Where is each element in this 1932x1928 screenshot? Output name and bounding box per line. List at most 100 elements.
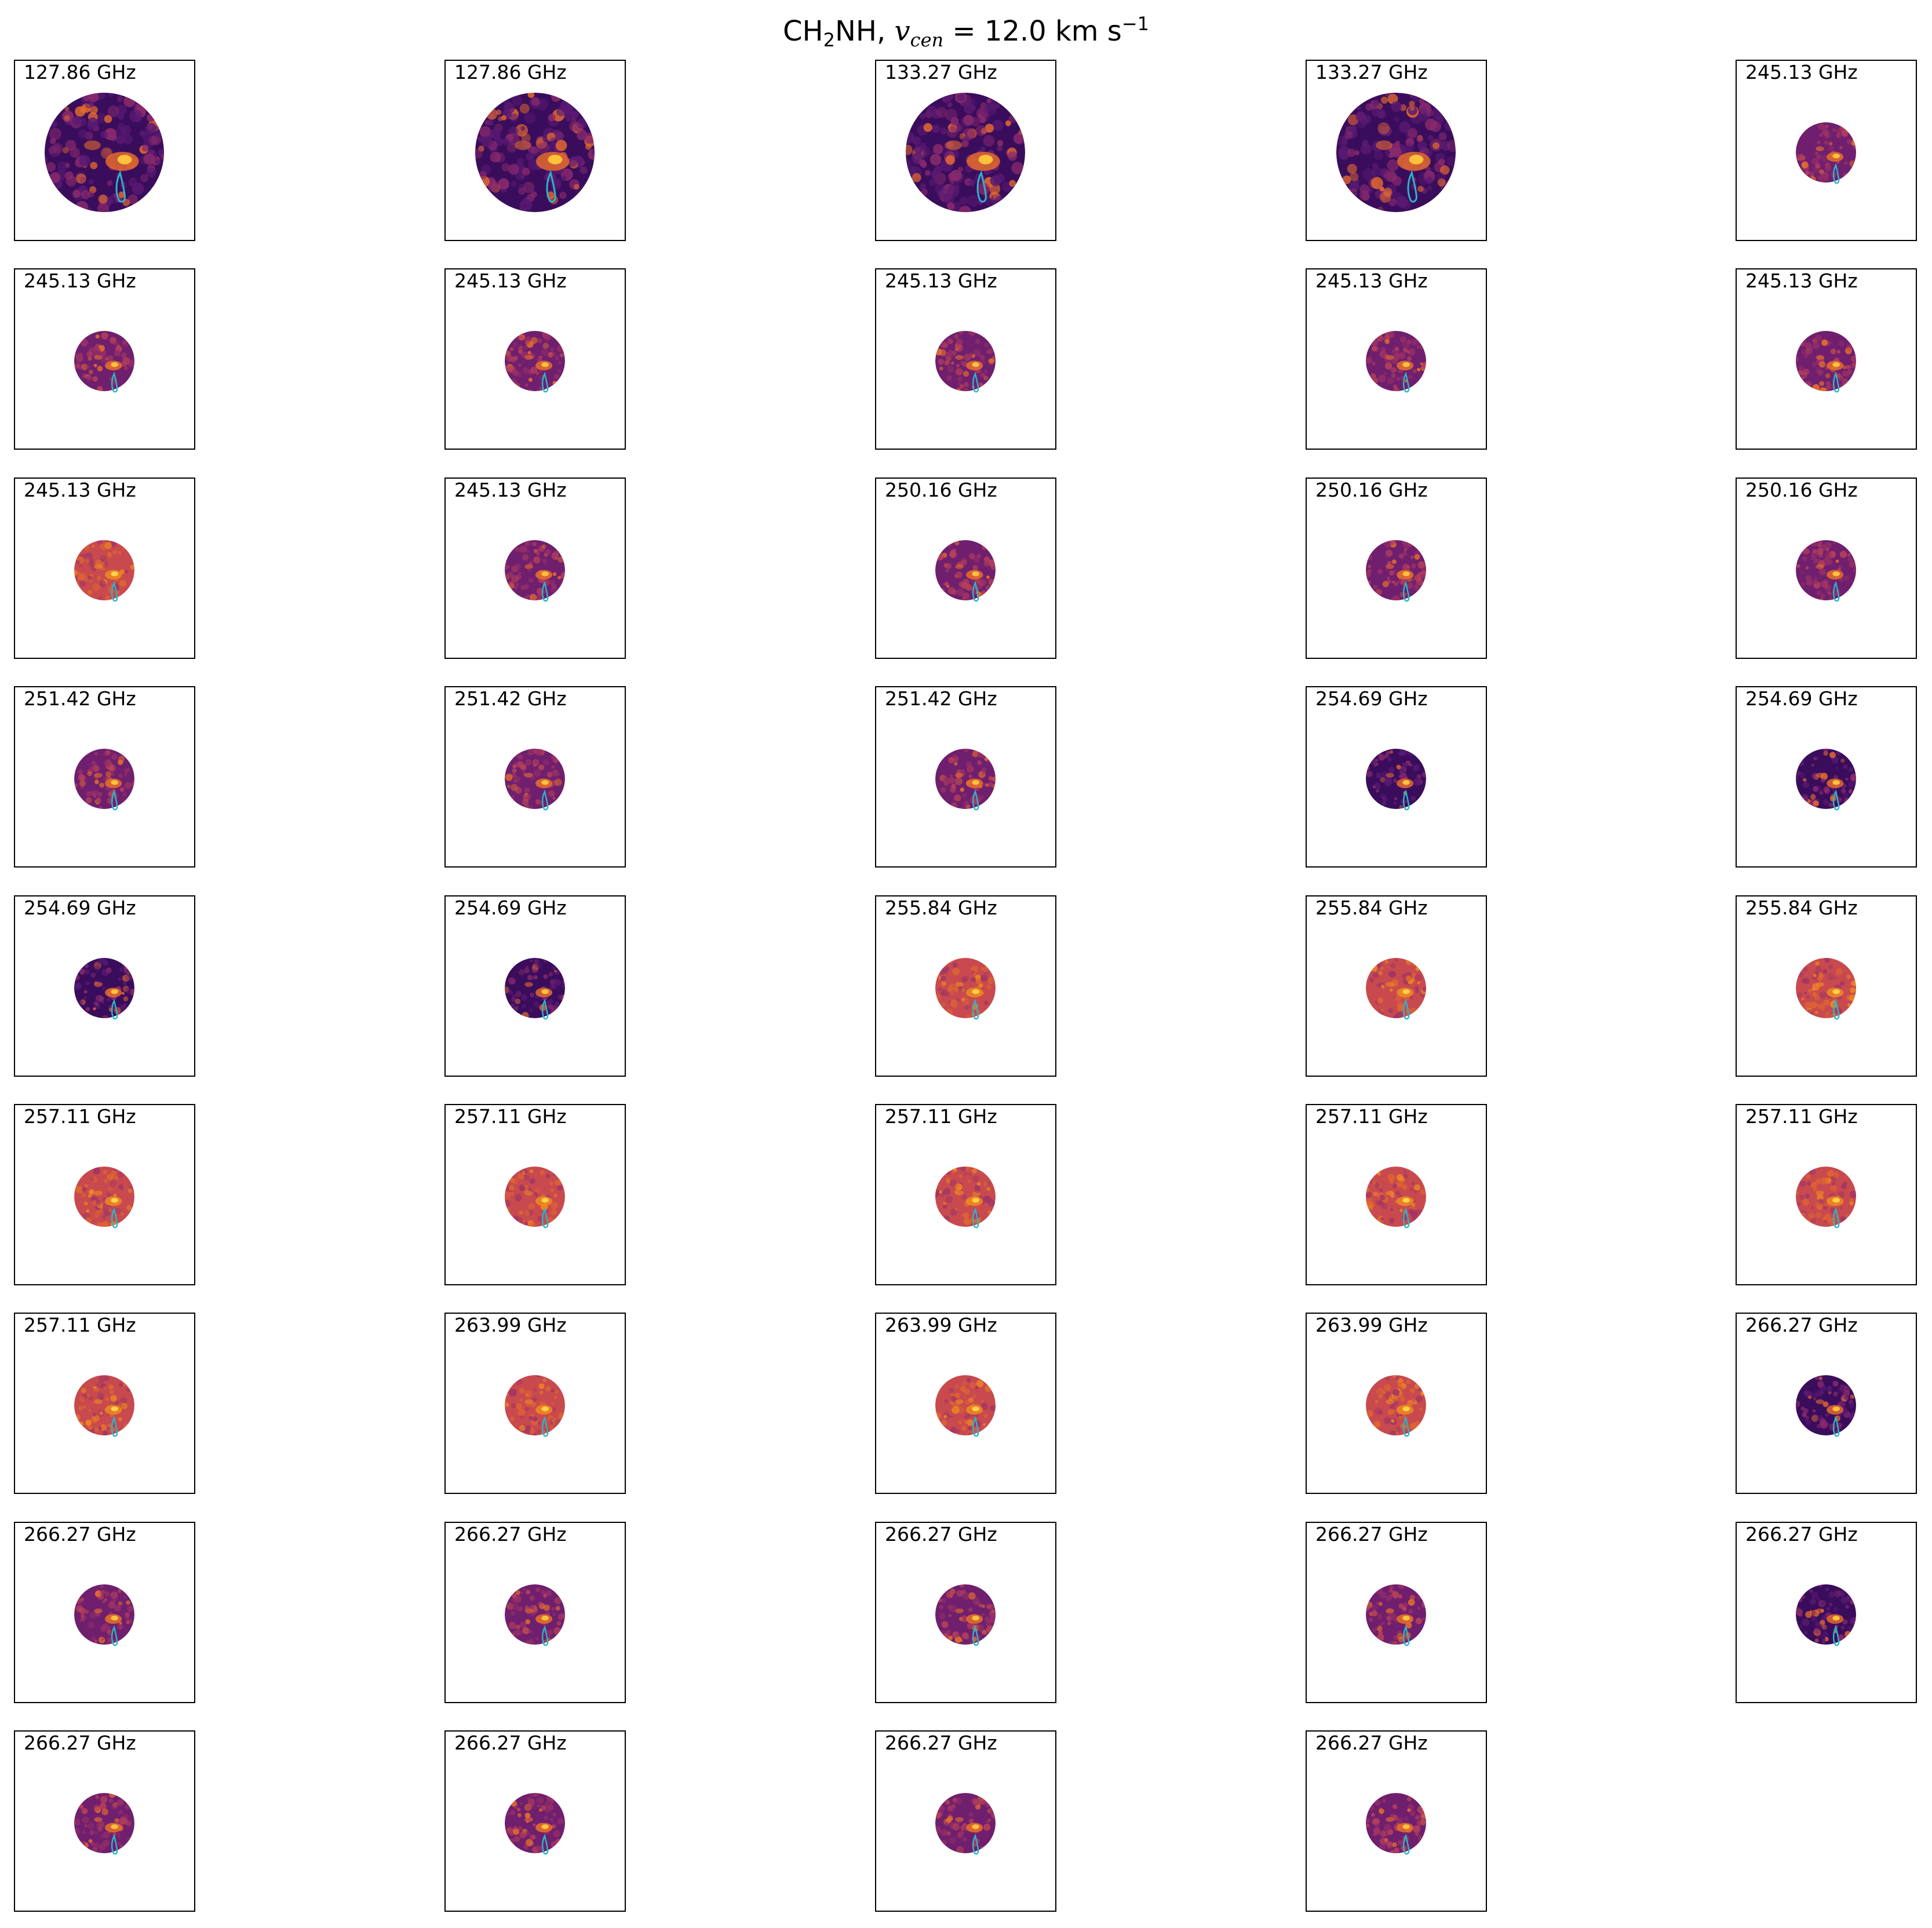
intensity-image bbox=[1336, 93, 1456, 212]
channel-panel: 245.13 GHz bbox=[14, 477, 195, 659]
intensity-image bbox=[935, 1375, 996, 1436]
title-velocity-subscript: cen bbox=[910, 29, 944, 51]
contour-line bbox=[972, 789, 979, 811]
emission-map bbox=[45, 93, 164, 212]
contour-line bbox=[1402, 1416, 1410, 1437]
frequency-label: 245.13 GHz bbox=[24, 269, 136, 293]
contour-line bbox=[111, 1416, 118, 1437]
intensity-image bbox=[1366, 1584, 1426, 1645]
frequency-label: 250.16 GHz bbox=[885, 478, 997, 501]
frequency-label: 254.69 GHz bbox=[1745, 687, 1858, 710]
intensity-image bbox=[505, 957, 565, 1018]
intensity-image bbox=[74, 1167, 134, 1227]
intensity-image bbox=[505, 1584, 565, 1645]
intensity-image bbox=[935, 749, 996, 810]
intensity-image bbox=[1796, 1584, 1856, 1645]
frequency-label: 266.27 GHz bbox=[885, 1732, 997, 1755]
frequency-label: 266.27 GHz bbox=[1315, 1522, 1428, 1546]
channel-panel: 245.13 GHz bbox=[1736, 268, 1917, 450]
channel-panel: 266.27 GHz bbox=[1736, 1313, 1917, 1495]
frequency-label: 127.86 GHz bbox=[454, 61, 567, 83]
intensity-image bbox=[74, 957, 134, 1018]
frequency-label: 133.27 GHz bbox=[1315, 61, 1428, 83]
emission-map bbox=[1366, 957, 1426, 1020]
frequency-label: 263.99 GHz bbox=[454, 1314, 567, 1337]
channel-panel: 254.69 GHz bbox=[1306, 686, 1487, 868]
contour-line bbox=[1832, 163, 1840, 184]
frequency-label: 255.84 GHz bbox=[885, 896, 997, 919]
emission-map bbox=[1796, 540, 1856, 602]
contour-line bbox=[115, 170, 126, 203]
contour-line bbox=[1832, 581, 1840, 602]
frequency-label: 250.16 GHz bbox=[1315, 478, 1428, 501]
frequency-label: 257.11 GHz bbox=[1315, 1105, 1428, 1128]
emission-map bbox=[74, 1793, 134, 1855]
intensity-image bbox=[1366, 540, 1426, 600]
contour-line bbox=[972, 1207, 979, 1229]
channel-panel: 133.27 GHz bbox=[1306, 60, 1487, 241]
intensity-image bbox=[1366, 1375, 1426, 1436]
channel-panel: 257.11 GHz bbox=[875, 1104, 1056, 1285]
channel-panel: 266.27 GHz bbox=[444, 1730, 626, 1912]
contour-line bbox=[976, 170, 987, 203]
channel-panel: 263.99 GHz bbox=[875, 1313, 1056, 1495]
frequency-label: 245.13 GHz bbox=[1745, 61, 1858, 83]
intensity-image bbox=[1366, 331, 1426, 392]
contour-line bbox=[1402, 1207, 1410, 1229]
figure-title: CH2NH, vcen = 12.0 km s−1 bbox=[0, 13, 1932, 50]
channel-panel: 254.69 GHz bbox=[444, 895, 626, 1077]
channel-panel: 263.99 GHz bbox=[1306, 1313, 1487, 1495]
title-velocity-exponent: −1 bbox=[1121, 13, 1149, 35]
emission-map bbox=[1796, 1167, 1856, 1229]
channel-panel: 255.84 GHz bbox=[1736, 895, 1917, 1077]
contour-line bbox=[111, 371, 118, 393]
intensity-image bbox=[505, 1167, 565, 1227]
channel-panel: 250.16 GHz bbox=[1306, 477, 1487, 659]
channel-panel: 250.16 GHz bbox=[1736, 477, 1917, 659]
title-velocity-value: = 12.0 km s bbox=[943, 15, 1122, 48]
contour-line bbox=[972, 998, 979, 1020]
emission-map bbox=[505, 540, 565, 602]
intensity-image bbox=[74, 749, 134, 810]
emission-map bbox=[1366, 1375, 1426, 1437]
emission-map bbox=[505, 1167, 565, 1229]
frequency-label: 251.42 GHz bbox=[454, 687, 567, 710]
contour-line bbox=[1832, 1625, 1840, 1646]
frequency-label: 245.13 GHz bbox=[885, 269, 997, 293]
intensity-image bbox=[505, 540, 565, 600]
channel-panel: 127.86 GHz bbox=[14, 60, 195, 241]
title-velocity-symbol: v bbox=[894, 15, 910, 48]
intensity-image bbox=[935, 1584, 996, 1645]
contour-line bbox=[972, 371, 979, 393]
contour-line bbox=[1832, 1416, 1840, 1437]
contour-line bbox=[541, 581, 549, 602]
channel-panel: 257.11 GHz bbox=[14, 1104, 195, 1285]
intensity-image bbox=[74, 1584, 134, 1645]
frequency-label: 257.11 GHz bbox=[24, 1314, 136, 1337]
intensity-image bbox=[1366, 1793, 1426, 1854]
frequency-label: 257.11 GHz bbox=[1745, 1105, 1858, 1128]
intensity-image bbox=[74, 331, 134, 392]
frequency-label: 254.69 GHz bbox=[1315, 687, 1428, 710]
frequency-label: 266.27 GHz bbox=[1745, 1522, 1858, 1546]
emission-map bbox=[74, 540, 134, 602]
frequency-label: 245.13 GHz bbox=[454, 269, 567, 293]
title-molecule-subscript: 2 bbox=[823, 29, 835, 51]
frequency-label: 266.27 GHz bbox=[24, 1522, 136, 1546]
intensity-image bbox=[935, 1793, 996, 1854]
intensity-image bbox=[1366, 749, 1426, 810]
emission-map bbox=[935, 1793, 996, 1855]
channel-panel: 266.27 GHz bbox=[875, 1730, 1056, 1912]
channel-panel: 266.27 GHz bbox=[875, 1521, 1056, 1703]
emission-map bbox=[935, 749, 996, 811]
contour-line bbox=[972, 1625, 979, 1646]
frequency-label: 251.42 GHz bbox=[24, 687, 136, 710]
frequency-label: 266.27 GHz bbox=[1745, 1314, 1858, 1337]
channel-panel: 127.86 GHz bbox=[444, 60, 626, 241]
contour-line bbox=[541, 1834, 549, 1855]
intensity-image bbox=[505, 331, 565, 392]
emission-map bbox=[935, 1167, 996, 1229]
frequency-label: 254.69 GHz bbox=[454, 896, 567, 919]
emission-map bbox=[1366, 749, 1426, 811]
contour-line bbox=[972, 1416, 979, 1437]
